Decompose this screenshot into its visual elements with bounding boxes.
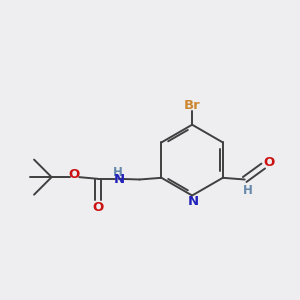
Text: Br: Br [184,99,200,112]
Text: N: N [188,195,199,208]
Text: O: O [68,168,79,181]
Text: O: O [263,156,274,169]
Text: O: O [92,201,103,214]
Text: H: H [113,166,123,178]
Text: N: N [114,173,125,186]
Text: H: H [243,184,253,197]
